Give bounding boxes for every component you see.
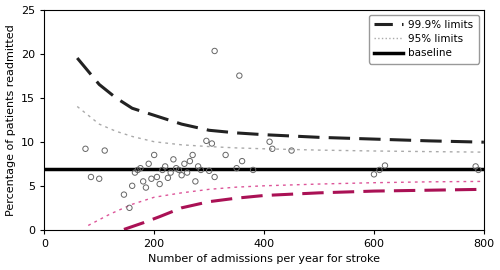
Point [381, 163, 389, 168]
Point [136, 166, 144, 170]
Point [164, 176, 172, 180]
Point [268, 147, 276, 151]
Point [210, 49, 218, 53]
Point [249, 168, 257, 172]
Point [139, 179, 147, 184]
Point [148, 177, 156, 181]
Point [126, 206, 134, 210]
Point [472, 164, 480, 168]
Legend: 99.9% limits, 95% limits, baseline: 99.9% limits, 95% limits, baseline [369, 15, 478, 63]
Point [158, 168, 166, 172]
Point [202, 139, 210, 143]
Point [222, 153, 230, 157]
Point [100, 148, 108, 153]
Point [95, 177, 103, 181]
Point [134, 168, 141, 172]
Point [161, 164, 169, 168]
Point [142, 185, 150, 190]
Point [192, 179, 200, 184]
Point [170, 157, 177, 161]
Point [194, 164, 202, 168]
Y-axis label: Percentage of patients readmitted: Percentage of patients readmitted [6, 24, 16, 215]
Point [166, 170, 174, 175]
Point [87, 175, 95, 179]
Point [150, 153, 158, 157]
Point [120, 193, 128, 197]
Point [197, 168, 205, 172]
Point [205, 169, 213, 173]
Point [376, 168, 384, 172]
Point [128, 184, 136, 188]
X-axis label: Number of admissions per year for stroke: Number of admissions per year for stroke [148, 254, 380, 264]
Point [183, 170, 191, 175]
Point [175, 168, 183, 172]
Point [188, 153, 196, 157]
Point [236, 73, 244, 78]
Point [178, 173, 186, 177]
Point [238, 159, 246, 163]
Point [208, 141, 216, 146]
Point [180, 162, 188, 166]
Point [288, 148, 296, 153]
Point [474, 168, 482, 172]
Point [82, 147, 90, 151]
Point [172, 166, 180, 170]
Point [266, 140, 274, 144]
Point [232, 166, 240, 170]
Point [210, 175, 218, 179]
Point [156, 182, 164, 186]
Point [144, 162, 152, 166]
Point [186, 159, 194, 163]
Point [131, 170, 139, 175]
Point [370, 172, 378, 177]
Point [153, 175, 161, 179]
